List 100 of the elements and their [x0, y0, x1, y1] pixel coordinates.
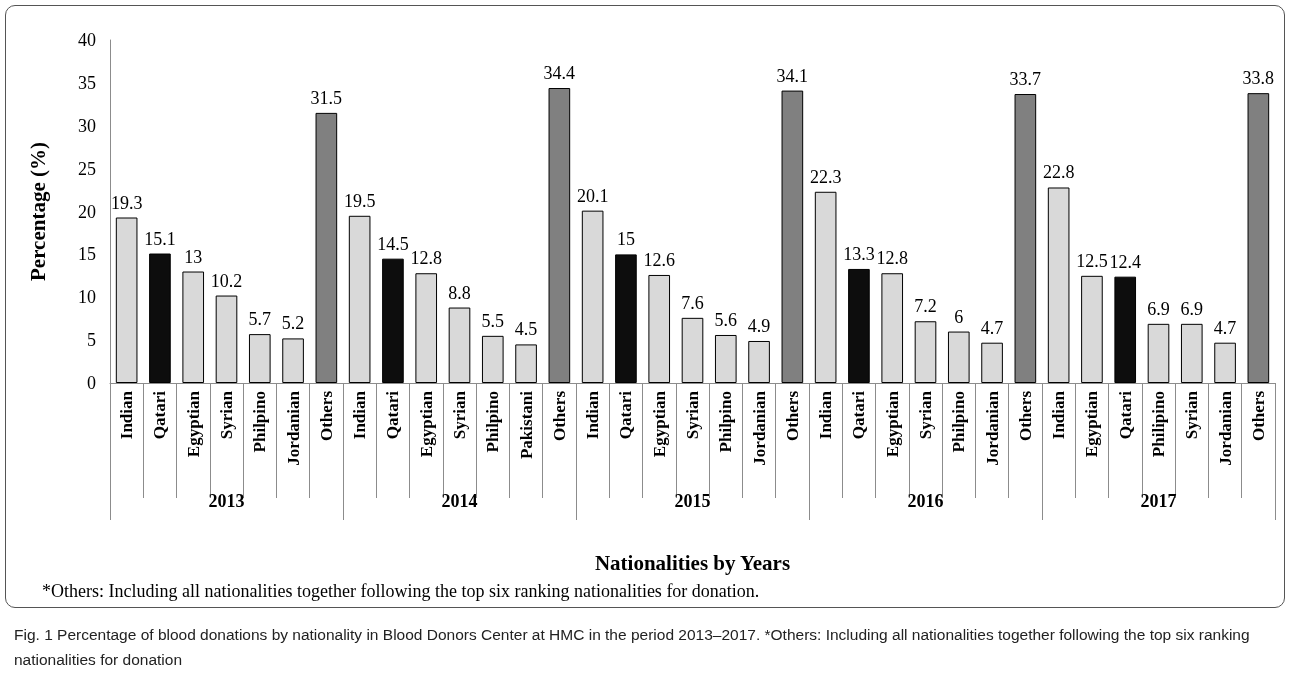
x-tick-label: Syrian [683, 390, 702, 440]
data-label: 19.5 [343, 190, 376, 211]
y-tick-label: 40 [78, 30, 96, 50]
x-tick-label: Indian [1049, 390, 1069, 440]
bar [914, 321, 937, 383]
data-label: 12.4 [1109, 251, 1141, 272]
bar [615, 254, 637, 383]
bar [1147, 323, 1170, 383]
x-tick-label: Philpino [949, 391, 969, 453]
data-label: 22.3 [809, 166, 842, 187]
y-tick-label: 35 [78, 72, 96, 93]
data-label: 4.5 [514, 319, 538, 340]
y-tick-label: 10 [78, 287, 96, 308]
x-tick-label: Egyptian [882, 390, 902, 458]
x-tick-label: Pakistani [516, 390, 536, 460]
x-tick-label: Indian [583, 390, 603, 440]
bar [1214, 342, 1236, 383]
x-tick-label: Egyptian [1082, 390, 1102, 458]
bar [348, 215, 371, 383]
x-tick-label: Qatari [849, 390, 869, 440]
x-tick-label: Philpino [716, 391, 736, 453]
data-label: 13 [184, 246, 203, 267]
x-tick-label: Egyptian [183, 390, 203, 458]
x-tick-label: Jordanian [283, 390, 303, 466]
bar [382, 258, 404, 383]
x-tick-label: Indian [117, 390, 137, 440]
x-tick-label: Others [1248, 390, 1268, 442]
data-label: 4.7 [1213, 317, 1237, 338]
data-label: 12.5 [1076, 250, 1108, 271]
bar [515, 344, 537, 383]
data-label: 12.8 [410, 248, 442, 269]
x-tick-label: Qatari [1115, 390, 1135, 440]
data-label: 22.8 [1042, 162, 1075, 183]
bar [1047, 187, 1070, 383]
text: *Others: Including all nationalities together following the top six ranking nationalities for donation. [42, 581, 760, 602]
data-label: 12.6 [643, 249, 675, 270]
data-label: 6.9 [1180, 298, 1204, 319]
text: 2015 [674, 491, 711, 512]
bar [581, 210, 604, 383]
data-label: 12.8 [876, 248, 908, 269]
data-label: 34.1 [776, 65, 809, 86]
data-label: 33.8 [1242, 68, 1275, 89]
x-tick-label: Egyptian [649, 390, 669, 458]
text: 2016 [907, 491, 944, 512]
bar [1114, 276, 1137, 383]
bar [182, 271, 205, 383]
data-label: 13.3 [843, 243, 875, 264]
x-tick-label: Indian [816, 390, 836, 440]
data-label: 6.9 [1147, 298, 1170, 319]
caption: Fig. 1 Percentage of blood donations by nationality in Blood Donors Center at HMC in the period 2013–2017. *Others: Including all nationalities together following the top six ranking nationalities for donation [14, 625, 1251, 670]
x-tick-label: Jordanian [982, 390, 1002, 466]
bar [648, 274, 671, 383]
data-label: 7.2 [914, 296, 937, 317]
x-tick-label: Syrian [916, 390, 935, 440]
bar [981, 342, 1003, 383]
x-tick-label: Jordanian [749, 390, 769, 466]
bar [215, 295, 238, 383]
x-tick-label: Syrian [217, 390, 236, 440]
y-tick-label: 20 [78, 201, 96, 222]
bar [848, 268, 870, 383]
data-label: 5.6 [714, 309, 738, 330]
x-tick-label: Philpino [250, 391, 270, 453]
x-tick-label: Syrian [450, 390, 469, 440]
y-axis-title: Percentage (%) [25, 142, 50, 281]
x-tick-label: Qatari [616, 390, 636, 440]
bar [448, 307, 471, 383]
bar [947, 331, 970, 383]
x-tick-label: Others [1015, 390, 1035, 442]
x-axis-title: Nationalities by Years [594, 551, 791, 576]
bar [748, 340, 770, 383]
data-label: 6 [954, 306, 964, 327]
data-label: 19.3 [110, 192, 143, 213]
data-label: 15 [616, 229, 635, 250]
x-tick-label: Qatari [383, 390, 403, 440]
y-tick-label: 25 [78, 158, 96, 179]
data-label: 34.4 [543, 63, 576, 84]
bar [282, 338, 304, 383]
data-label: 14.5 [377, 233, 409, 254]
bar [1180, 323, 1203, 383]
x-tick-label: Jordanian [1215, 390, 1235, 466]
bar [681, 317, 704, 383]
data-label: 4.7 [980, 317, 1004, 338]
bar [149, 253, 171, 383]
x-tick-label: Qatari [150, 390, 170, 440]
x-tick-label: Philpino [483, 391, 503, 453]
data-label: 4.9 [747, 315, 771, 336]
x-tick-label: Syrian [1182, 390, 1202, 440]
y-tick-label: 5 [87, 330, 96, 351]
x-tick-label: Egyptian [416, 390, 436, 458]
data-label: 31.5 [310, 87, 343, 108]
y-tick-label: 0 [87, 373, 96, 393]
x-tick-label: Indian [350, 390, 370, 440]
data-label: 10.2 [210, 270, 243, 291]
x-tick-label: Others [782, 390, 802, 442]
data-label: 7.6 [681, 292, 704, 313]
data-label: 5.5 [481, 310, 505, 331]
bar [481, 335, 504, 383]
y-tick-label: 30 [78, 115, 96, 136]
bar [115, 217, 138, 383]
x-tick-label: Others [316, 390, 336, 442]
